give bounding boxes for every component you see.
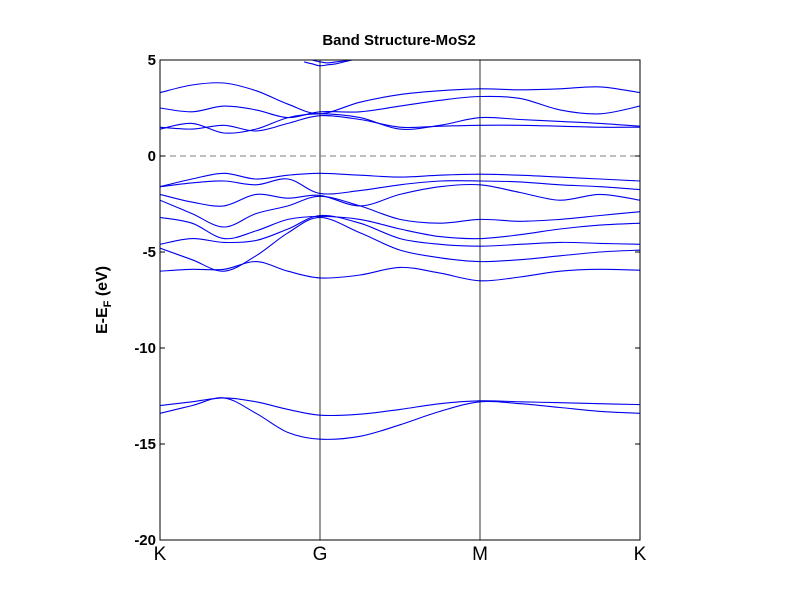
- x-tick-label-M: M: [472, 544, 488, 565]
- band-line-3: [160, 261, 640, 282]
- band-line-14: [160, 82, 640, 115]
- y-tick-label: -20: [134, 532, 156, 549]
- y-tick-label: 0: [148, 148, 156, 165]
- plot-frame: [159, 59, 641, 541]
- y-tick-label: -5: [143, 244, 156, 261]
- y-axis-label-subscript: F: [102, 300, 114, 307]
- band-line-7: [160, 195, 640, 228]
- band-line-10: [160, 172, 640, 188]
- y-axis-label-base: E-E: [94, 307, 111, 334]
- band-line-6: [160, 215, 640, 240]
- y-tick-label: -15: [134, 436, 156, 453]
- kpoint-vertical-lines: [319, 60, 481, 540]
- y-axis-ticks: 5 0 -5 -10 -15 -20: [134, 52, 640, 549]
- chart-title: Band Structure-MoS2: [322, 32, 475, 49]
- band-lines: [160, 60, 640, 440]
- plot-background: [160, 60, 640, 540]
- y-axis-label: E-EF (eV): [94, 266, 114, 334]
- band-line-9: [160, 178, 640, 195]
- band-line-15: [303, 60, 353, 67]
- band-line-4: [160, 216, 640, 272]
- y-axis-label-unit: (eV): [94, 266, 111, 301]
- y-tick-label: -10: [134, 340, 156, 357]
- y-tick-label: 5: [148, 52, 156, 69]
- x-tick-label-G: G: [313, 544, 328, 565]
- plot-area: 5 0 -5 -10 -15 -20 K G M K: [134, 52, 646, 565]
- band-line-8: [160, 183, 640, 207]
- band-line-5: [160, 214, 640, 247]
- x-tick-label-K: K: [634, 544, 647, 565]
- band-line-12: [160, 113, 640, 134]
- band-line-13: [160, 95, 640, 119]
- band-line-16: [311, 60, 353, 64]
- x-tick-label-K: K: [154, 544, 167, 565]
- band-line-2: [160, 397, 640, 417]
